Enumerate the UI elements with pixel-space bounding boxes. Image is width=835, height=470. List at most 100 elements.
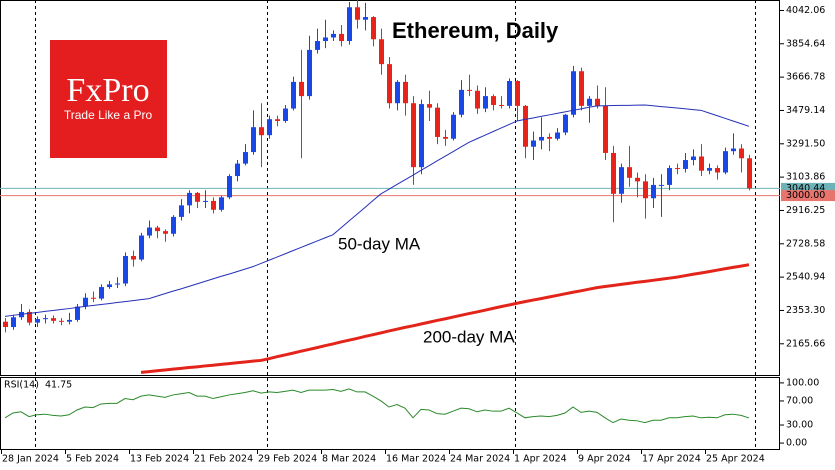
candle-body bbox=[371, 17, 376, 40]
candle-body bbox=[67, 319, 72, 322]
candle-body bbox=[723, 151, 728, 173]
candle-body bbox=[675, 168, 680, 170]
candle-body bbox=[507, 81, 512, 106]
candle-body bbox=[283, 108, 288, 121]
axes: 4042.06 3854.64 3666.78 3479.14 3291.50 3103.… bbox=[1, 5, 835, 465]
candle-body bbox=[563, 114, 568, 133]
candle-body bbox=[171, 216, 176, 234]
candle-body bbox=[539, 136, 544, 141]
y-tick-label: 3479.14 bbox=[786, 105, 825, 116]
candle-body bbox=[347, 7, 352, 42]
candle-body bbox=[115, 283, 120, 285]
candle-body bbox=[203, 200, 208, 202]
candle-body bbox=[251, 127, 256, 153]
candle-body bbox=[299, 81, 304, 97]
rsi-name: RSI(14) bbox=[4, 380, 39, 391]
x-tick-label: 29 Feb 2024 bbox=[258, 454, 317, 465]
rsi-tick-label: 30.00 bbox=[786, 420, 813, 431]
candle-body bbox=[659, 184, 664, 186]
candle-body bbox=[651, 184, 656, 199]
x-tick-label: 28 Jan 2024 bbox=[2, 454, 59, 465]
candle-body bbox=[403, 81, 408, 104]
candle-body bbox=[499, 104, 504, 106]
candle-body bbox=[3, 321, 8, 328]
rsi-last: 41.75 bbox=[45, 380, 72, 391]
candle-body bbox=[699, 156, 704, 171]
candle-body bbox=[11, 317, 16, 328]
candle-body bbox=[131, 255, 136, 260]
y-tick-label: 2165.66 bbox=[786, 338, 825, 349]
candle-body bbox=[715, 168, 720, 173]
candle-body bbox=[587, 98, 592, 106]
candle-body bbox=[331, 33, 336, 38]
ma-line bbox=[4, 104, 750, 317]
rsi-tick-label: 100.00 bbox=[786, 377, 819, 388]
y-tick-label: 2916.25 bbox=[786, 205, 825, 216]
candle-body bbox=[571, 71, 576, 115]
y-tick-label: 2353.30 bbox=[786, 305, 825, 316]
candle-body bbox=[179, 205, 184, 217]
candle-body bbox=[43, 318, 48, 320]
candle-body bbox=[611, 152, 616, 194]
candle-body bbox=[579, 71, 584, 106]
candle-body bbox=[163, 231, 168, 234]
candle-body bbox=[419, 104, 424, 168]
candle-body bbox=[683, 160, 688, 169]
candle-body bbox=[155, 227, 160, 232]
candle-body bbox=[387, 64, 392, 104]
candle-body bbox=[747, 158, 752, 189]
candle-body bbox=[483, 96, 488, 109]
candle-body bbox=[51, 318, 56, 321]
x-tick-label: 17 Apr 2024 bbox=[642, 454, 701, 465]
candle-body bbox=[627, 167, 632, 178]
candle-body bbox=[315, 41, 320, 50]
rsi-tick-label: 70.00 bbox=[786, 395, 813, 406]
candle-body bbox=[107, 284, 112, 288]
candle-body bbox=[395, 81, 400, 104]
candle-body bbox=[83, 297, 88, 307]
candle-body bbox=[467, 89, 472, 91]
candle-body bbox=[739, 148, 744, 159]
y-tick-label: 2540.94 bbox=[786, 272, 825, 283]
candle-body bbox=[267, 119, 272, 136]
candle-body bbox=[531, 140, 536, 147]
candle-body bbox=[27, 311, 32, 323]
rsi-plot bbox=[4, 388, 750, 424]
candle-body bbox=[91, 297, 96, 299]
candle-body bbox=[643, 181, 648, 199]
candle-body bbox=[731, 148, 736, 152]
candle-body bbox=[411, 103, 416, 168]
candle-body bbox=[459, 89, 464, 115]
x-tick-label: 9 Apr 2024 bbox=[578, 454, 631, 465]
candle-body bbox=[211, 200, 216, 210]
candle-body bbox=[275, 119, 280, 121]
candle-body bbox=[243, 152, 248, 164]
candle-body bbox=[75, 306, 80, 320]
level-box bbox=[781, 190, 835, 202]
candle-body bbox=[515, 81, 520, 106]
candle-body bbox=[363, 17, 368, 20]
logo-tagline: Trade Like a Pro bbox=[64, 108, 153, 122]
candle-body bbox=[555, 132, 560, 139]
y-tick-label: 3291.50 bbox=[786, 138, 825, 149]
candle-body bbox=[59, 320, 64, 322]
candle-body bbox=[427, 104, 432, 108]
x-tick-label: 21 Feb 2024 bbox=[194, 454, 253, 465]
logo-box bbox=[50, 40, 167, 158]
candle-body bbox=[323, 37, 328, 42]
candle-body bbox=[99, 287, 104, 299]
candle-body bbox=[523, 105, 528, 147]
period-separators bbox=[35, 0, 756, 450]
last-price-label: 3040.44 bbox=[786, 183, 825, 194]
candle-body bbox=[339, 33, 344, 42]
candle-body bbox=[259, 127, 264, 136]
candle-body bbox=[635, 177, 640, 182]
x-tick-label: 5 Feb 2024 bbox=[66, 454, 119, 465]
x-tick-label: 8 Mar 2024 bbox=[322, 454, 376, 465]
rsi-tick-label: 0.00 bbox=[786, 438, 807, 449]
logo-brand: FxPro bbox=[66, 72, 149, 109]
candle-body bbox=[547, 136, 552, 139]
candle-body bbox=[619, 167, 624, 194]
x-tick-label: 24 Mar 2024 bbox=[450, 454, 510, 465]
